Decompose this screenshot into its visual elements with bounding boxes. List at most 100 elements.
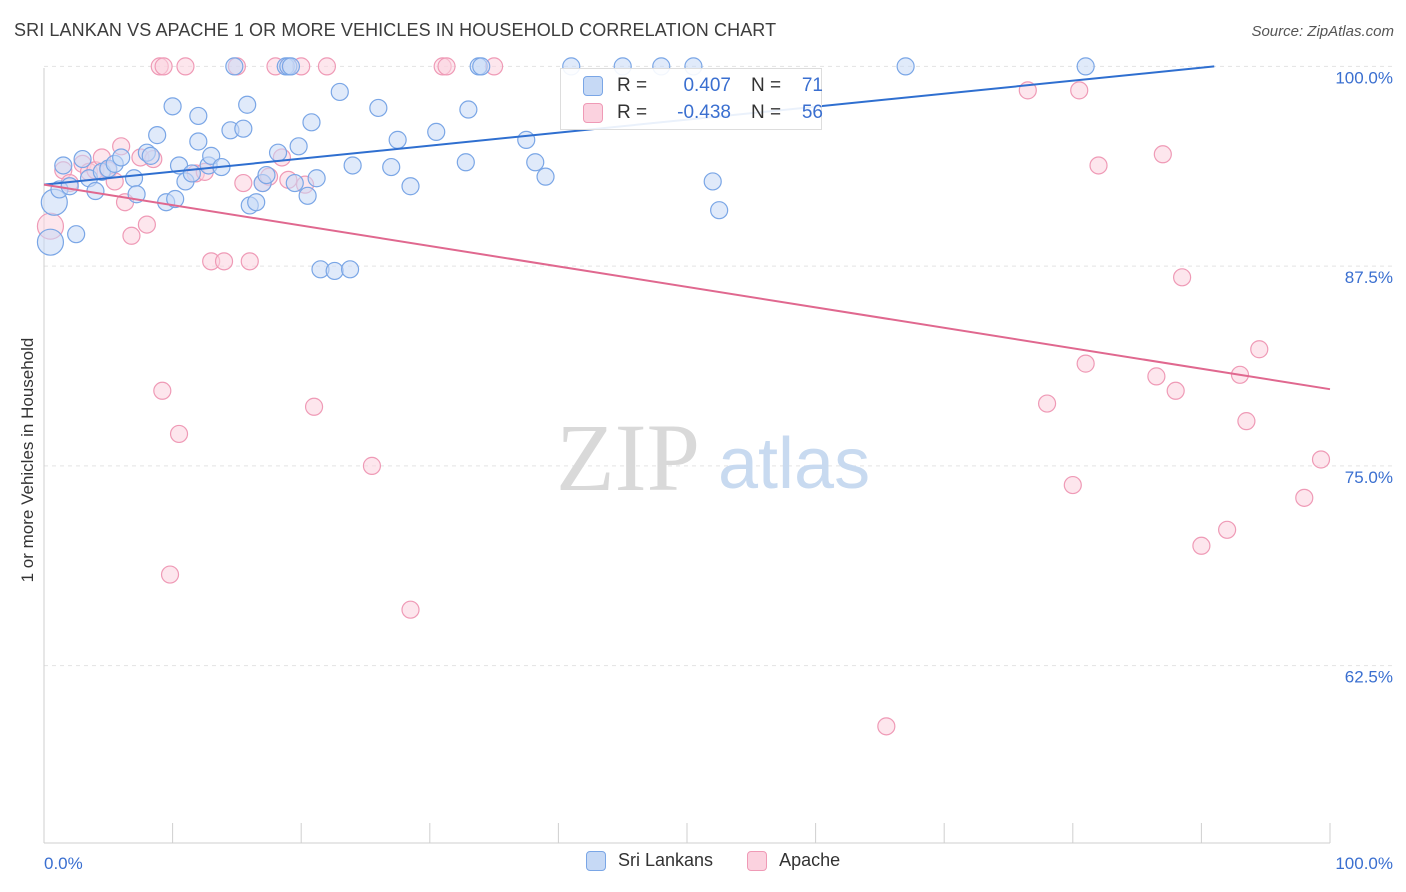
sri-lankan-point <box>112 148 131 167</box>
sri-lankan-point <box>710 201 729 220</box>
apache-point <box>1237 412 1256 431</box>
sri-lankan-point <box>54 156 73 175</box>
sri-lankan-point <box>36 228 65 256</box>
stats-row-apache: R = -0.438 N = 56 <box>583 100 823 126</box>
sri-lankan-point <box>382 157 401 177</box>
apache-point <box>1153 145 1172 164</box>
apache-point <box>176 57 195 76</box>
r-label: R = <box>617 102 648 123</box>
x-tick-label: 0.0% <box>44 854 83 873</box>
sri-lankan-point <box>234 119 253 138</box>
legend-label-sri-lankans: Sri Lankans <box>618 850 714 870</box>
r-label: R = <box>617 75 648 96</box>
stats-swatch-apache <box>583 103 603 123</box>
apache-point <box>1250 340 1269 359</box>
watermark-atlas: atlas <box>718 424 870 504</box>
sri-lankan-point <box>456 153 475 172</box>
sri-lankan-point <box>459 100 478 119</box>
apache-point <box>1089 156 1108 175</box>
apache-point <box>1076 354 1095 373</box>
sri-lankan-point <box>60 177 79 196</box>
sri-lankan-point <box>247 193 266 212</box>
apache-point <box>304 397 324 416</box>
sri-lankan-point <box>289 137 308 156</box>
sri-lankan-point <box>238 95 257 114</box>
sri-lankan-point <box>298 186 317 205</box>
x-tick-label: 100.0% <box>1335 854 1393 873</box>
sri-lankan-point <box>124 169 144 188</box>
y-tick-label: 75.0% <box>1345 468 1393 487</box>
sri-lankan-point <box>325 261 344 281</box>
apache-point <box>122 226 141 245</box>
apache-point <box>1166 381 1185 400</box>
stats-swatch-sri-lankans <box>583 76 603 96</box>
apache-point <box>1147 367 1166 386</box>
apache-point <box>1173 268 1192 287</box>
sri-lankan-point <box>268 143 288 162</box>
watermark-zip: ZIP <box>556 404 700 511</box>
source-label: Source: ZipAtlas.com <box>1251 23 1394 40</box>
legend-label-apache: Apache <box>779 850 841 870</box>
sri-lankan-point <box>257 165 276 185</box>
sri-lankan-point <box>536 167 555 186</box>
sri-lankan-point <box>369 98 388 118</box>
sri-lankan-point <box>401 177 420 196</box>
sri-lankan-point <box>896 57 915 76</box>
chart-title: SRI LANKAN VS APACHE 1 OR MORE VEHICLES … <box>14 20 777 40</box>
r-value: -0.438 <box>677 102 731 123</box>
sri-lankan-point <box>472 57 491 76</box>
sri-lankan-point <box>281 57 301 76</box>
apache-point <box>362 456 382 475</box>
sri-lankan-point <box>166 189 185 209</box>
sri-lankan-point <box>427 122 446 142</box>
sri-lankan-point <box>225 57 244 76</box>
stats-row-sri-lankans: R = 0.407 N = 71 <box>583 73 823 99</box>
legend-item-sri-lankans[interactable]: Sri Lankans <box>586 850 713 871</box>
tick-labels: 62.5% 75.0% 87.5% 100.0% 0.0% 100.0% <box>44 68 1393 873</box>
sri-lankan-point <box>526 153 545 172</box>
sri-lankan-point <box>1076 57 1095 76</box>
apache-trend-line <box>43 183 1331 391</box>
sri-lankan-point <box>73 149 92 169</box>
legend-swatch-apache <box>747 850 768 871</box>
apache-point <box>1063 475 1082 495</box>
sri-lankan-point <box>182 164 201 183</box>
apache-point <box>1295 488 1314 507</box>
axes <box>43 68 1331 844</box>
sri-lankan-point <box>330 82 349 102</box>
sri-lankan-point <box>388 130 407 149</box>
sri-lankan-point <box>517 130 536 149</box>
apache-points <box>36 57 1331 736</box>
apache-point <box>169 424 189 444</box>
apache-point <box>214 252 234 271</box>
apache-point <box>240 252 259 271</box>
apache-point <box>137 215 156 234</box>
y-axis-label: 1 or more Vehicles in Household <box>18 337 37 583</box>
sri-lankan-point <box>67 225 86 244</box>
sri-lankan-point <box>307 169 326 188</box>
apache-point <box>1192 536 1211 555</box>
legend: Sri Lankans Apache <box>586 850 874 871</box>
sri-lankan-point <box>340 260 360 279</box>
apache-point <box>1037 394 1057 413</box>
n-label: N = <box>751 102 782 123</box>
r-value: 0.407 <box>683 75 731 96</box>
apache-point <box>437 57 456 76</box>
n-value: 56 <box>801 102 823 123</box>
apache-point <box>154 57 173 76</box>
legend-swatch-sri-lankans <box>586 850 606 871</box>
n-label: N = <box>751 75 782 96</box>
apache-point <box>153 381 172 400</box>
apache-point <box>401 600 420 619</box>
sri-lankan-point <box>189 106 208 126</box>
y-tick-label: 87.5% <box>1345 268 1393 287</box>
sri-lankan-point <box>148 126 167 145</box>
legend-item-apache[interactable]: Apache <box>747 850 840 871</box>
sri-lankan-point <box>285 173 304 193</box>
sri-lankan-point <box>189 132 208 151</box>
sri-lankan-point <box>703 172 722 191</box>
apache-point <box>317 57 337 76</box>
sri-lankan-point <box>302 113 321 132</box>
apache-point <box>1070 81 1089 100</box>
